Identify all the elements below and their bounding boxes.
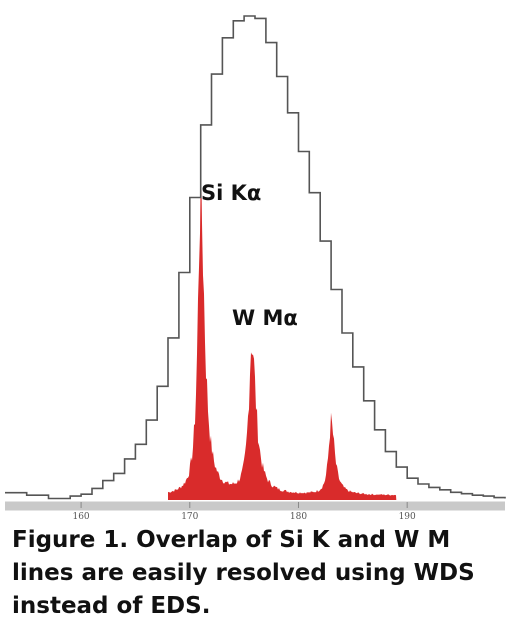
x-axis-ticks: 160 170 180 190 bbox=[72, 502, 416, 520]
figure-caption: Figure 1. Overlap of Si K and W M lines … bbox=[12, 527, 475, 619]
x-tick-label-190: 190 bbox=[399, 512, 416, 520]
wds-peaks-area bbox=[168, 152, 397, 500]
peak-label-si-ka: Si Kα bbox=[201, 181, 261, 205]
peak-label-w-ma: W Mα bbox=[232, 306, 298, 330]
eds-spectrum-outline bbox=[5, 15, 506, 500]
wds-spectrum-red bbox=[168, 152, 397, 500]
x-tick-label-170: 170 bbox=[181, 512, 198, 520]
x-tick-label-180: 180 bbox=[290, 512, 307, 520]
x-tick-label-160: 160 bbox=[72, 512, 89, 520]
spectrum-chart: 160 170 180 190 Si Kα W Mα bbox=[5, 15, 506, 520]
